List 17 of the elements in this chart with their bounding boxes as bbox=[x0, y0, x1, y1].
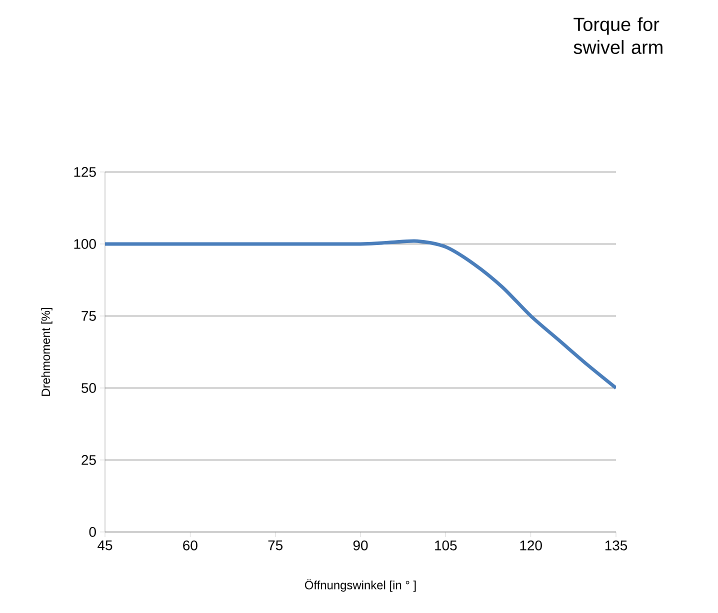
x-tick-label: 75 bbox=[268, 540, 283, 550]
y-tick-label: 75 bbox=[82, 311, 96, 321]
x-tick-label: 135 bbox=[605, 540, 628, 550]
x-tick-label: 120 bbox=[520, 540, 542, 550]
line-series bbox=[105, 239, 616, 390]
x-tick-label: 105 bbox=[435, 540, 457, 550]
y-axis-title: Drehmoment [%] bbox=[41, 308, 52, 396]
y-tick-label: 25 bbox=[82, 455, 96, 465]
chart-title: Torque for swivel arm bbox=[574, 17, 662, 54]
x-tick-label: 90 bbox=[353, 540, 368, 550]
x-axis-title: Öffnungswinkel [in ° ] bbox=[304, 579, 416, 592]
y-tick-label: 125 bbox=[74, 167, 96, 177]
x-tick-label: 45 bbox=[98, 540, 112, 550]
y-tick-label: 50 bbox=[82, 383, 96, 393]
y-tick-label: 100 bbox=[74, 239, 96, 249]
y-tick-label: 0 bbox=[89, 527, 96, 537]
x-tick-label: 60 bbox=[183, 540, 198, 550]
